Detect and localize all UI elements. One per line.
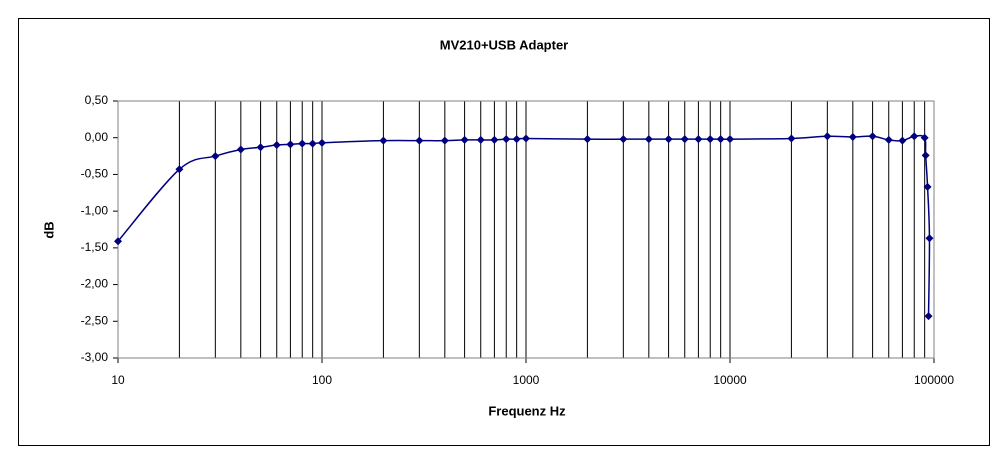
data-point — [440, 136, 449, 145]
y-tick-label: -3,00 — [81, 350, 109, 364]
data-point — [583, 135, 592, 144]
x-tick-label: 100000 — [914, 373, 954, 387]
data-point — [175, 165, 184, 174]
data-point — [664, 135, 673, 144]
chart-title: MV210+USB Adapter — [440, 37, 568, 52]
data-point — [619, 135, 628, 144]
data-point — [114, 237, 122, 246]
data-point — [726, 135, 734, 144]
y-axis-label: dB — [41, 221, 56, 238]
data-point — [680, 135, 689, 144]
data-point — [884, 135, 893, 144]
data-point — [898, 136, 907, 145]
data-point — [787, 134, 796, 143]
data-point — [318, 138, 326, 147]
data-point — [920, 133, 929, 142]
data-point — [286, 140, 295, 149]
x-tick-label: 10000 — [713, 373, 747, 387]
y-tick-label: -2,00 — [81, 277, 109, 291]
data-point — [211, 152, 220, 161]
data-point — [694, 135, 703, 144]
data-point — [476, 135, 485, 144]
data-point — [706, 135, 715, 144]
data-point — [848, 132, 857, 141]
data-point — [868, 132, 877, 141]
y-tick-label: 0,50 — [85, 93, 109, 107]
x-tick-label: 100 — [312, 373, 332, 387]
data-point — [460, 135, 469, 144]
data-point — [256, 143, 265, 152]
x-axis-label: Frequenz Hz — [488, 403, 566, 418]
y-tick-label: -1,00 — [81, 203, 109, 217]
data-point — [644, 135, 653, 144]
series-line — [117, 134, 931, 317]
data-point — [379, 136, 388, 145]
data-point — [415, 136, 424, 145]
data-point — [910, 132, 919, 141]
x-tick-label: 1000 — [513, 373, 540, 387]
data-point — [298, 139, 307, 148]
data-point — [272, 141, 281, 150]
data-point — [924, 312, 933, 321]
data-point — [925, 234, 934, 243]
data-point — [490, 135, 499, 144]
data-point — [236, 145, 245, 154]
x-tick-label: 10 — [111, 373, 125, 387]
data-point — [716, 135, 725, 144]
data-point — [512, 135, 521, 144]
data-point — [923, 182, 932, 191]
data-point — [522, 134, 530, 143]
y-tick-label: -2,50 — [81, 313, 109, 327]
y-tick-label: -0,50 — [81, 167, 109, 181]
data-point — [308, 139, 317, 148]
data-point — [823, 132, 832, 141]
y-tick-label: -1,50 — [81, 240, 109, 254]
plot-frame — [117, 100, 935, 359]
data-point — [921, 151, 930, 160]
y-tick-label: 0,00 — [85, 130, 109, 144]
data-point — [502, 135, 511, 144]
